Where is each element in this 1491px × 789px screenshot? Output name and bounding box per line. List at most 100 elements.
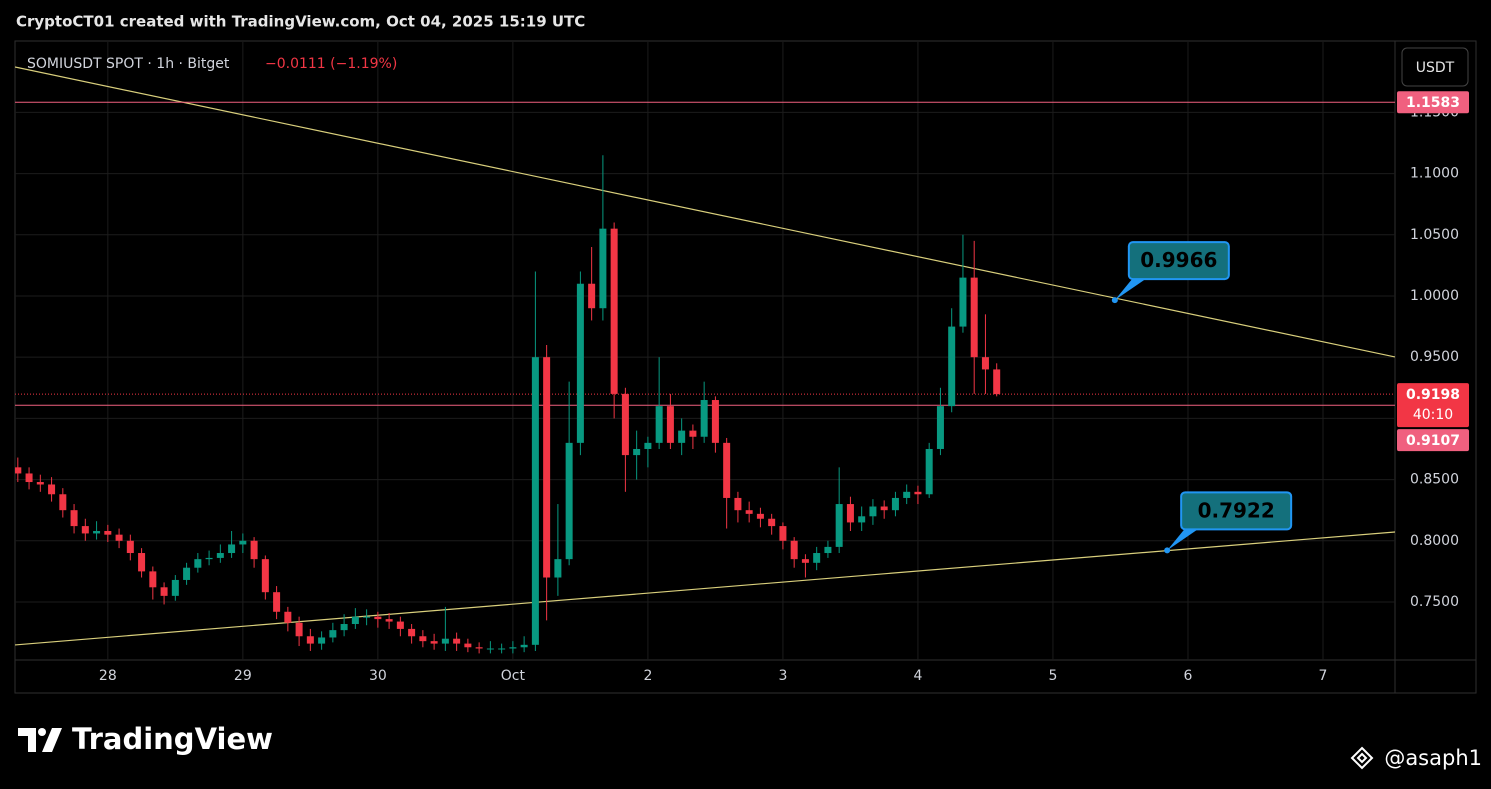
x-tick-label: 7 — [1319, 668, 1328, 684]
candle-body — [936, 406, 944, 449]
price-label: 1.1583 — [1406, 95, 1460, 111]
candle-body — [205, 557, 213, 560]
candle-body — [250, 540, 258, 560]
price-label: 0.9107 — [1406, 433, 1460, 449]
footer-logo: TradingView — [72, 722, 273, 756]
candle-body — [273, 592, 281, 612]
candle-body — [351, 616, 359, 625]
candle-body — [104, 530, 112, 535]
candle-body — [363, 616, 371, 618]
candle-body — [948, 326, 956, 407]
x-tick-label: 29 — [234, 668, 252, 684]
candle-body — [711, 400, 719, 443]
candle-body — [801, 559, 809, 563]
candle-body — [430, 641, 438, 644]
candle-body — [565, 442, 573, 560]
candle-body — [576, 283, 584, 443]
candle-body — [306, 636, 314, 644]
candle-body — [768, 518, 776, 527]
x-tick-label: 28 — [99, 668, 117, 684]
candle-body — [959, 277, 967, 327]
candle-body — [25, 473, 33, 483]
candle-body — [183, 567, 191, 580]
candle-body — [419, 636, 427, 642]
candle-body — [621, 393, 629, 456]
x-tick-label: 2 — [643, 668, 652, 684]
price-label-box — [1397, 429, 1469, 452]
callout-label: 0.9966 — [1140, 248, 1217, 272]
symbol-legend: SOMIUSDT SPOT · 1h · Bitget — [27, 56, 230, 72]
candle-body — [115, 534, 123, 541]
x-tick-label: 3 — [778, 668, 787, 684]
candle-body — [295, 622, 303, 637]
callout-point — [1111, 297, 1118, 304]
candle-body — [486, 648, 494, 650]
candle-body — [633, 448, 641, 456]
footer-author: @asaph1 — [1384, 746, 1482, 770]
candle-body — [993, 369, 1001, 395]
candle-body — [869, 506, 877, 517]
candle-body — [36, 482, 44, 485]
candle-body — [599, 228, 607, 309]
y-tick-label: 1.1000 — [1410, 166, 1459, 182]
candle-body — [925, 448, 933, 495]
candle-body — [666, 406, 674, 443]
candle-body — [498, 648, 506, 650]
candle-body — [588, 283, 596, 309]
callout-box — [1127, 241, 1230, 281]
plot-area — [15, 66, 1395, 654]
candle-body — [441, 638, 449, 644]
trend-line — [15, 66, 1395, 358]
candle-body — [644, 442, 652, 449]
x-tick-label: 6 — [1184, 668, 1193, 684]
candle-body — [790, 540, 798, 560]
candle-body — [149, 571, 157, 588]
candle-body — [228, 544, 236, 554]
candle-body — [329, 630, 337, 638]
candle-body — [385, 619, 393, 622]
candle-body — [81, 526, 89, 534]
candle-body — [340, 624, 348, 631]
candle-body — [284, 611, 292, 623]
candle-body — [453, 638, 461, 644]
last-price-label: 0.9198 — [1406, 387, 1460, 403]
candle-body — [891, 497, 899, 511]
price-scale: 0.75000.80000.85000.90000.95001.00001.05… — [1397, 91, 1469, 610]
candle-body — [813, 553, 821, 563]
candle-body — [835, 504, 843, 547]
candle-body — [756, 513, 764, 519]
candle-body — [464, 643, 472, 648]
candle-body — [880, 506, 888, 511]
callout-label: 0.7922 — [1198, 498, 1275, 522]
candle-body — [48, 484, 56, 495]
candle-body — [59, 494, 67, 511]
candle-body — [138, 553, 146, 572]
candle-body — [239, 540, 247, 545]
candle-body — [678, 430, 686, 443]
callout-tail — [1167, 528, 1200, 551]
header-title: CryptoCT01 created with TradingView.com,… — [16, 13, 585, 31]
y-tick-label: 0.8000 — [1410, 533, 1459, 549]
x-tick-label: 30 — [369, 668, 387, 684]
candle-body — [396, 621, 404, 629]
price-label-box — [1397, 91, 1469, 114]
candle-body — [160, 587, 168, 596]
change-legend: −0.0111 (−1.19%) — [265, 56, 397, 72]
candle-body — [914, 491, 922, 495]
callout-point — [1164, 547, 1171, 554]
candle-body — [318, 637, 326, 644]
currency-button[interactable] — [1401, 47, 1469, 87]
candle-body — [543, 357, 551, 578]
x-tick-label: 4 — [913, 668, 922, 684]
currency-label[interactable]: USDT — [1416, 60, 1455, 76]
candle-body — [194, 559, 202, 568]
author-icon — [1350, 746, 1374, 770]
candle-body — [903, 491, 911, 498]
y-tick-label: 0.8500 — [1410, 472, 1459, 488]
y-tick-label: 0.7500 — [1410, 594, 1459, 610]
candle-body — [824, 546, 832, 554]
candle-body — [779, 526, 787, 541]
callout-tail — [1114, 278, 1147, 301]
